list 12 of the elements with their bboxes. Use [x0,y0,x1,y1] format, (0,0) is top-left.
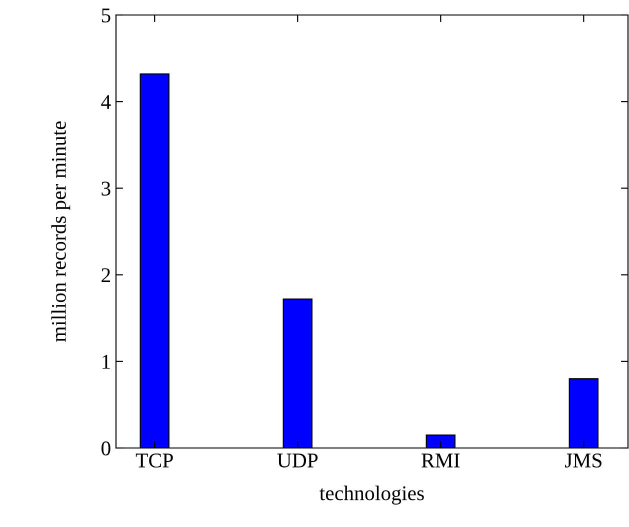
x-tick-label: RMI [422,454,460,468]
y-tick-label: 4 [101,95,111,109]
x-tick-label: TCP [136,454,173,468]
x-tick-label: JMS [564,454,602,468]
y-tick-label: 3 [102,182,110,196]
y-axis-title: million records per minute [51,121,70,342]
x-axis-title: technologies [320,486,424,505]
y-tick-label: 5 [102,8,110,22]
x-tick-label: UDP [277,454,318,468]
y-tick-label: 2 [102,268,110,282]
y-tick-label: 0 [102,441,110,456]
y-tick-label: 1 [102,354,110,369]
